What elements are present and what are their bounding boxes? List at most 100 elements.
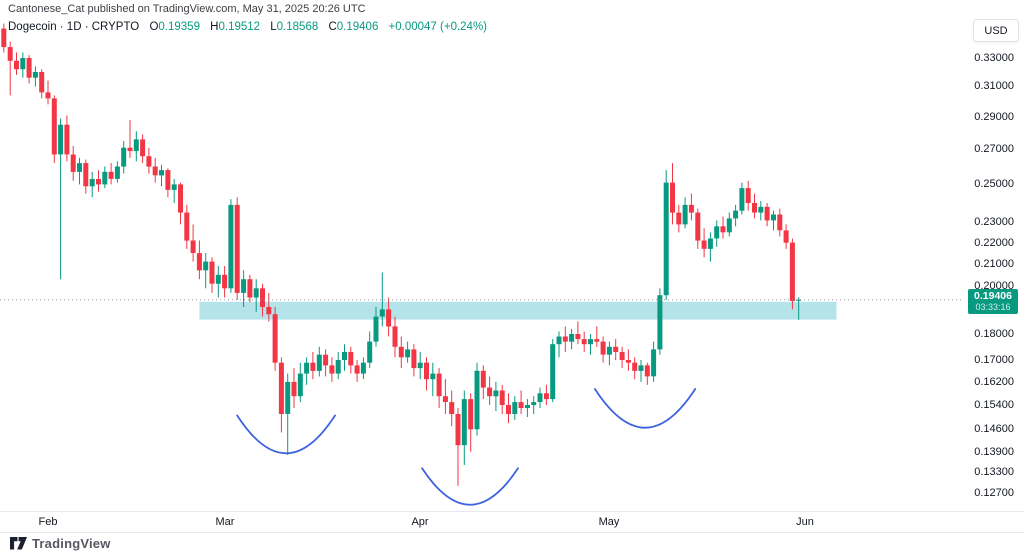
- time-axis-label: Jun: [796, 516, 814, 528]
- tradingview-attribution[interactable]: TradingView: [10, 535, 111, 551]
- candle: [625, 349, 631, 371]
- candle: [316, 346, 322, 377]
- candle: [512, 396, 518, 420]
- candle: [556, 331, 562, 358]
- candle: [480, 365, 486, 400]
- candle: [102, 166, 108, 189]
- candle: [190, 224, 196, 262]
- candle: [209, 257, 215, 293]
- tradingview-brand-text: TradingView: [32, 535, 111, 551]
- candle: [449, 390, 455, 427]
- legend-symbol[interactable]: Dogecoin · 1D · CRYPTO: [8, 21, 140, 33]
- price-axis-label: 0.16200: [974, 376, 1014, 388]
- candle: [96, 170, 101, 192]
- candle: [733, 204, 739, 227]
- attribution-text: Cantonese_Cat published on TradingView.c…: [8, 3, 366, 15]
- candle: [342, 344, 347, 371]
- currency-toggle-button[interactable]: USD: [973, 19, 1019, 42]
- candle: [45, 80, 51, 105]
- candle: [796, 297, 802, 320]
- candle: [764, 203, 770, 227]
- candle: [165, 168, 171, 198]
- candle: [64, 115, 70, 162]
- candle: [77, 157, 82, 185]
- candle: [304, 357, 310, 385]
- candle: [707, 232, 713, 262]
- candle: [222, 266, 228, 298]
- chart-plot-area[interactable]: [0, 0, 963, 511]
- time-scale[interactable]: Feb Mar Apr May Jun: [0, 511, 1024, 533]
- price-axis-label: 0.12700: [974, 487, 1014, 499]
- candle: [632, 357, 638, 380]
- candle: [506, 393, 511, 424]
- candle: [562, 326, 568, 352]
- candle: [569, 328, 575, 350]
- candle: [575, 321, 581, 345]
- candle: [455, 408, 461, 486]
- candle: [663, 170, 669, 300]
- candle: [196, 240, 202, 280]
- candle: [594, 326, 600, 347]
- candle: [531, 396, 537, 414]
- candle: [7, 41, 13, 96]
- price-scale[interactable]: 0.33000 0.31000 0.29000 0.27000 0.25000 0.230…: [963, 0, 1024, 511]
- candle: [638, 360, 644, 382]
- candle: [789, 238, 795, 310]
- price-axis-label: 0.25000: [974, 178, 1014, 190]
- support-band-drawing[interactable]: [199, 301, 837, 320]
- candle: [127, 120, 133, 158]
- price-axis-label: 0.18000: [974, 328, 1014, 340]
- time-axis-label: Feb: [38, 516, 58, 528]
- candle: [783, 224, 789, 249]
- price-axis-label: 0.23000: [974, 216, 1014, 228]
- candle: [272, 307, 278, 371]
- cup-arc-drawing[interactable]: [594, 388, 697, 429]
- legend-high-label: H: [210, 21, 219, 33]
- legend-change-value: +0.00047 (+0.24%): [388, 21, 488, 33]
- candle: [581, 331, 587, 352]
- candle: [499, 384, 505, 414]
- price-axis-label: 0.31000: [974, 80, 1014, 92]
- candle: [360, 357, 366, 380]
- last-price-badge[interactable]: 0.19406 03:33:16: [968, 289, 1018, 314]
- cup-arc-drawing[interactable]: [236, 414, 336, 454]
- cup-arc-drawing[interactable]: [421, 467, 519, 506]
- candle: [260, 283, 265, 317]
- candle: [726, 212, 732, 237]
- candle: [297, 362, 303, 403]
- candle: [424, 357, 429, 391]
- candle: [600, 336, 606, 363]
- candle: [758, 201, 764, 221]
- candle: [461, 390, 467, 465]
- candle: [83, 159, 89, 194]
- candlestick-chart-canvas[interactable]: [0, 0, 963, 516]
- candle: [146, 147, 152, 174]
- candle: [26, 55, 32, 84]
- candle: [20, 52, 26, 78]
- candle: [121, 141, 127, 174]
- time-axis-label: Mar: [215, 516, 235, 528]
- candle: [720, 216, 726, 239]
- candle: [152, 157, 158, 183]
- candle: [442, 379, 448, 414]
- candle: [714, 220, 720, 247]
- legend-close-label: C: [328, 21, 337, 33]
- candle: [266, 292, 272, 322]
- candle: [392, 316, 398, 358]
- legend-close-value: 0.19406: [336, 21, 379, 33]
- candle: [695, 208, 701, 249]
- price-axis-label: 0.22000: [974, 237, 1014, 249]
- candle: [241, 270, 247, 307]
- candle: [278, 357, 284, 433]
- candle: [436, 368, 442, 408]
- candle: [108, 163, 114, 185]
- candle: [234, 197, 240, 300]
- candle: [247, 274, 253, 303]
- price-axis-label: 0.13900: [974, 446, 1014, 458]
- candle: [493, 381, 499, 411]
- candle: [550, 339, 556, 403]
- candle: [537, 387, 543, 408]
- candle: [140, 134, 146, 164]
- candle: [89, 171, 95, 198]
- candle: [745, 180, 751, 211]
